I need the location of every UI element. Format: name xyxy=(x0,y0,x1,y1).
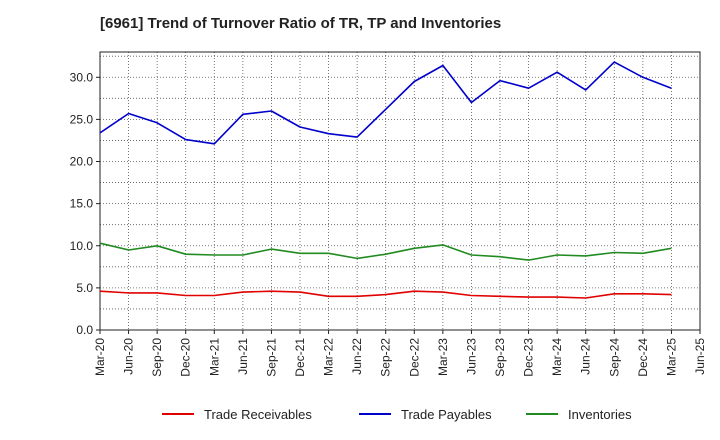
x-tick-label: Jun-20 xyxy=(122,338,136,375)
x-tick-label: Mar-23 xyxy=(436,338,450,376)
x-tick-label: Dec-24 xyxy=(636,338,650,377)
y-tick-label: 5.0 xyxy=(76,281,93,295)
x-tick-label: Dec-21 xyxy=(293,338,307,377)
x-tick-label: Jun-23 xyxy=(464,338,478,375)
x-tick-label: Jun-21 xyxy=(236,338,250,375)
y-tick-label: 0.0 xyxy=(76,323,93,337)
x-tick-label: Mar-24 xyxy=(550,338,564,376)
chart-title: [6961] Trend of Turnover Ratio of TR, TP… xyxy=(100,15,502,32)
y-tick-label: 25.0 xyxy=(70,112,94,126)
x-tick-label: Mar-20 xyxy=(93,338,107,376)
legend-label-trade-payables: Trade Payables xyxy=(401,407,492,422)
y-tick-label: 15.0 xyxy=(70,197,94,211)
series-line-trade-receivables xyxy=(99,290,672,299)
y-axis-ticks: 0.0 5.0 10.0 15.0 20.0 25.0 30.0 xyxy=(70,70,100,337)
x-tick-label: Jun-25 xyxy=(693,338,707,375)
legend-label-trade-receivables: Trade Receivables xyxy=(204,407,312,422)
x-tick-label: Mar-22 xyxy=(322,338,336,376)
x-axis-ticks: Mar-20 Jun-20 Sep-20 Dec-20 Mar-21 Jun-21 Sep-… xyxy=(93,330,707,377)
x-tick-label: Sep-21 xyxy=(264,338,278,377)
x-tick-label: Jun-24 xyxy=(579,338,593,375)
x-tick-label: Sep-23 xyxy=(493,338,507,377)
x-tick-label: Mar-25 xyxy=(664,338,678,376)
x-tick-label: Dec-20 xyxy=(179,338,193,377)
x-tick-label: Dec-22 xyxy=(407,338,421,377)
x-tick-label: Sep-20 xyxy=(150,338,164,377)
x-tick-label: Dec-23 xyxy=(522,338,536,377)
y-tick-label: 20.0 xyxy=(70,155,94,169)
y-tick-label: 10.0 xyxy=(70,239,94,253)
series-line-inventories xyxy=(99,242,672,261)
y-tick-label: 30.0 xyxy=(70,70,94,84)
x-tick-label: Jun-22 xyxy=(350,338,364,375)
x-tick-label: Sep-22 xyxy=(379,338,393,377)
x-tick-label: Mar-21 xyxy=(207,338,221,376)
x-tick-label: Sep-24 xyxy=(607,338,621,377)
plot-area-frame xyxy=(99,51,701,331)
grid xyxy=(100,52,700,330)
series-line-trade-payables xyxy=(99,61,672,145)
legend: Trade Receivables Trade Payables Inventori… xyxy=(162,407,632,422)
legend-label-inventories: Inventories xyxy=(568,407,632,422)
series-lines xyxy=(99,61,672,299)
